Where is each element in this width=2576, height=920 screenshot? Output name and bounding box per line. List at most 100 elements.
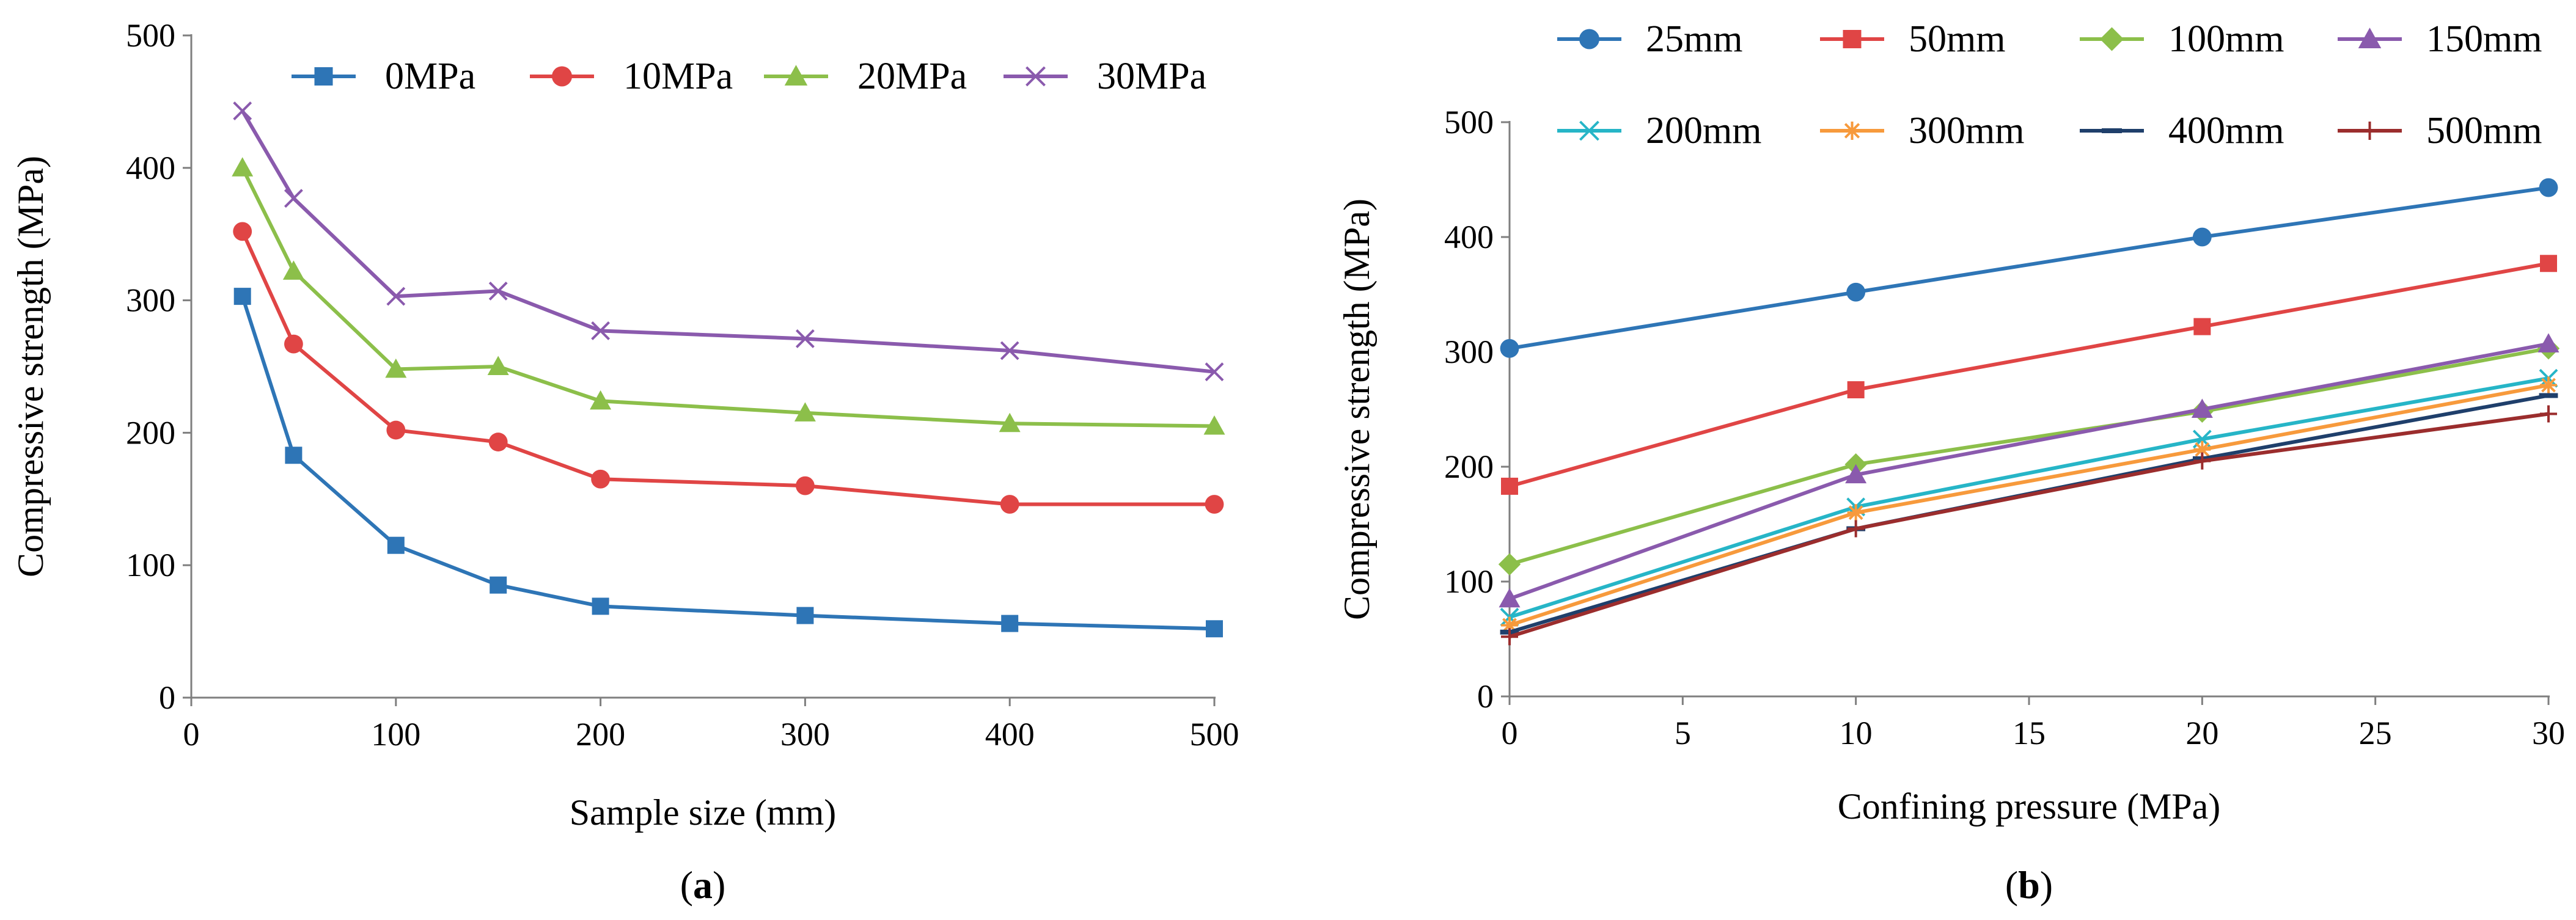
y-tick-label: 300 — [1444, 334, 1494, 370]
data-point-150mm-shape — [2191, 398, 2213, 418]
data-point-25mm-shape — [1500, 338, 1519, 358]
data-point-30MPa — [1000, 341, 1019, 360]
data-point-0MPa-shape — [796, 607, 814, 624]
legend-marker — [784, 65, 808, 86]
legend-label: 400mm — [2168, 110, 2284, 152]
data-point-500mm — [2540, 405, 2557, 423]
data-point-0MPa — [387, 536, 405, 554]
x-tick-label: 200 — [576, 716, 625, 753]
data-point-300mm — [2540, 376, 2557, 394]
data-point-20MPa — [1203, 415, 1225, 435]
x-tick-label: 20 — [2185, 715, 2218, 751]
data-point-0MPa-shape — [490, 576, 507, 594]
legend-marker-shape — [784, 65, 808, 86]
data-point-50mm — [1847, 381, 1865, 399]
data-point-10MPa-shape — [1205, 495, 1224, 514]
chart-a: 0 100 200 300 400 500 0 100 200 300 400 500 Sample s… — [10, 17, 1239, 907]
data-point-50mm-shape — [2540, 255, 2557, 272]
data-point-10MPa-shape — [284, 334, 303, 354]
legend-item-500mm: 500mm — [2338, 110, 2542, 152]
panel-label-open: ( — [2005, 863, 2018, 907]
data-point-500mm — [2193, 452, 2211, 470]
series-line-150mm — [1508, 341, 2549, 601]
data-point-25mm — [1500, 338, 1519, 358]
data-point-20MPa — [232, 157, 254, 177]
data-point-30MPa-shape — [1000, 341, 1019, 360]
data-point-30MPa-shape — [795, 329, 815, 348]
data-point-0MPa-shape — [285, 447, 303, 464]
legend-label: 30MPa — [1097, 56, 1206, 97]
series-line-200mm — [1509, 376, 2549, 619]
data-point-500mm — [1501, 628, 1518, 646]
legend-marker — [1579, 120, 1599, 141]
y-tick-label: 0 — [159, 679, 175, 716]
data-point-30MPa-shape — [386, 287, 406, 306]
data-point-0MPa — [1206, 620, 1223, 638]
data-point-300mm-shape — [1501, 616, 1518, 634]
y-tick-label: 100 — [1444, 563, 1494, 600]
legend-label: 500mm — [2426, 110, 2542, 152]
legend-item-20MPa: 20MPa — [764, 56, 967, 97]
legend-marker-shape — [2360, 122, 2379, 140]
data-point-10MPa — [386, 420, 406, 440]
data-point-30MPa — [488, 282, 508, 301]
legend-item-30MPa: 30MPa — [1004, 56, 1206, 97]
legend-marker — [314, 67, 333, 86]
legend-marker-shape — [1843, 122, 1862, 140]
x-tick-label: 0 — [1502, 715, 1518, 751]
y-tick-label: 400 — [1444, 219, 1494, 255]
legend-item-10MPa: 10MPa — [530, 56, 733, 97]
data-point-10MPa — [591, 469, 610, 489]
data-point-50mm-shape — [2193, 318, 2211, 335]
x-tick-label: 0 — [183, 716, 200, 753]
data-point-10MPa — [796, 476, 815, 495]
data-point-0MPa — [796, 607, 814, 624]
data-point-10MPa-shape — [796, 476, 815, 495]
series-20MPa — [232, 157, 1225, 435]
series-10MPa — [233, 222, 1224, 514]
legend-item-0MPa: 0MPa — [292, 56, 475, 97]
y-tick-label: 200 — [126, 414, 175, 451]
legend-marker — [2360, 122, 2379, 140]
data-point-300mm — [1501, 616, 1518, 634]
legend-label: 150mm — [2426, 18, 2542, 60]
series-400mm — [1500, 393, 2558, 635]
legend-marker — [1026, 66, 1046, 87]
series-300mm — [1501, 376, 2557, 634]
data-point-100mm — [1498, 553, 1521, 575]
data-point-150mm-shape — [1499, 588, 1521, 608]
data-point-150mm-shape — [1845, 464, 1867, 484]
legend-label: 50mm — [1909, 18, 2005, 60]
legend-label: 100mm — [2168, 18, 2284, 60]
data-point-500mm — [1847, 520, 1865, 538]
series-line-20MPa — [241, 167, 1215, 428]
panel-label: (b) — [2005, 863, 2053, 907]
x-axis-label: Confining pressure (MPa) — [1838, 786, 2221, 827]
data-point-20MPa — [487, 356, 509, 375]
data-point-300mm — [2193, 440, 2211, 458]
legend-label: 300mm — [1909, 110, 2024, 152]
legend-item-300mm: 300mm — [1820, 110, 2024, 152]
data-point-50mm — [2540, 255, 2557, 272]
data-point-500mm-shape — [1847, 520, 1865, 538]
data-point-300mm-shape — [1847, 504, 1865, 522]
y-tick-label: 400 — [126, 150, 175, 186]
series-line-500mm — [1509, 412, 2549, 639]
data-point-30MPa — [1205, 362, 1224, 382]
data-point-20MPa-shape — [794, 402, 816, 422]
data-point-10MPa-shape — [488, 433, 508, 451]
series-line-30MPa — [241, 110, 1215, 374]
x-axis-label: Sample size (mm) — [570, 792, 837, 833]
data-point-0MPa-shape — [233, 288, 251, 305]
data-point-50mm — [2193, 318, 2211, 335]
data-point-500mm-shape — [1501, 628, 1518, 646]
data-point-10MPa — [1000, 495, 1019, 514]
legend-label: 20MPa — [857, 56, 967, 97]
x-tick-label: 300 — [780, 716, 830, 753]
data-point-25mm-shape — [2192, 227, 2212, 247]
data-point-300mm-shape — [2193, 440, 2211, 458]
data-point-10MPa — [1205, 495, 1224, 514]
panel-label-close: ) — [713, 863, 725, 907]
data-point-25mm-shape — [1846, 282, 1866, 302]
